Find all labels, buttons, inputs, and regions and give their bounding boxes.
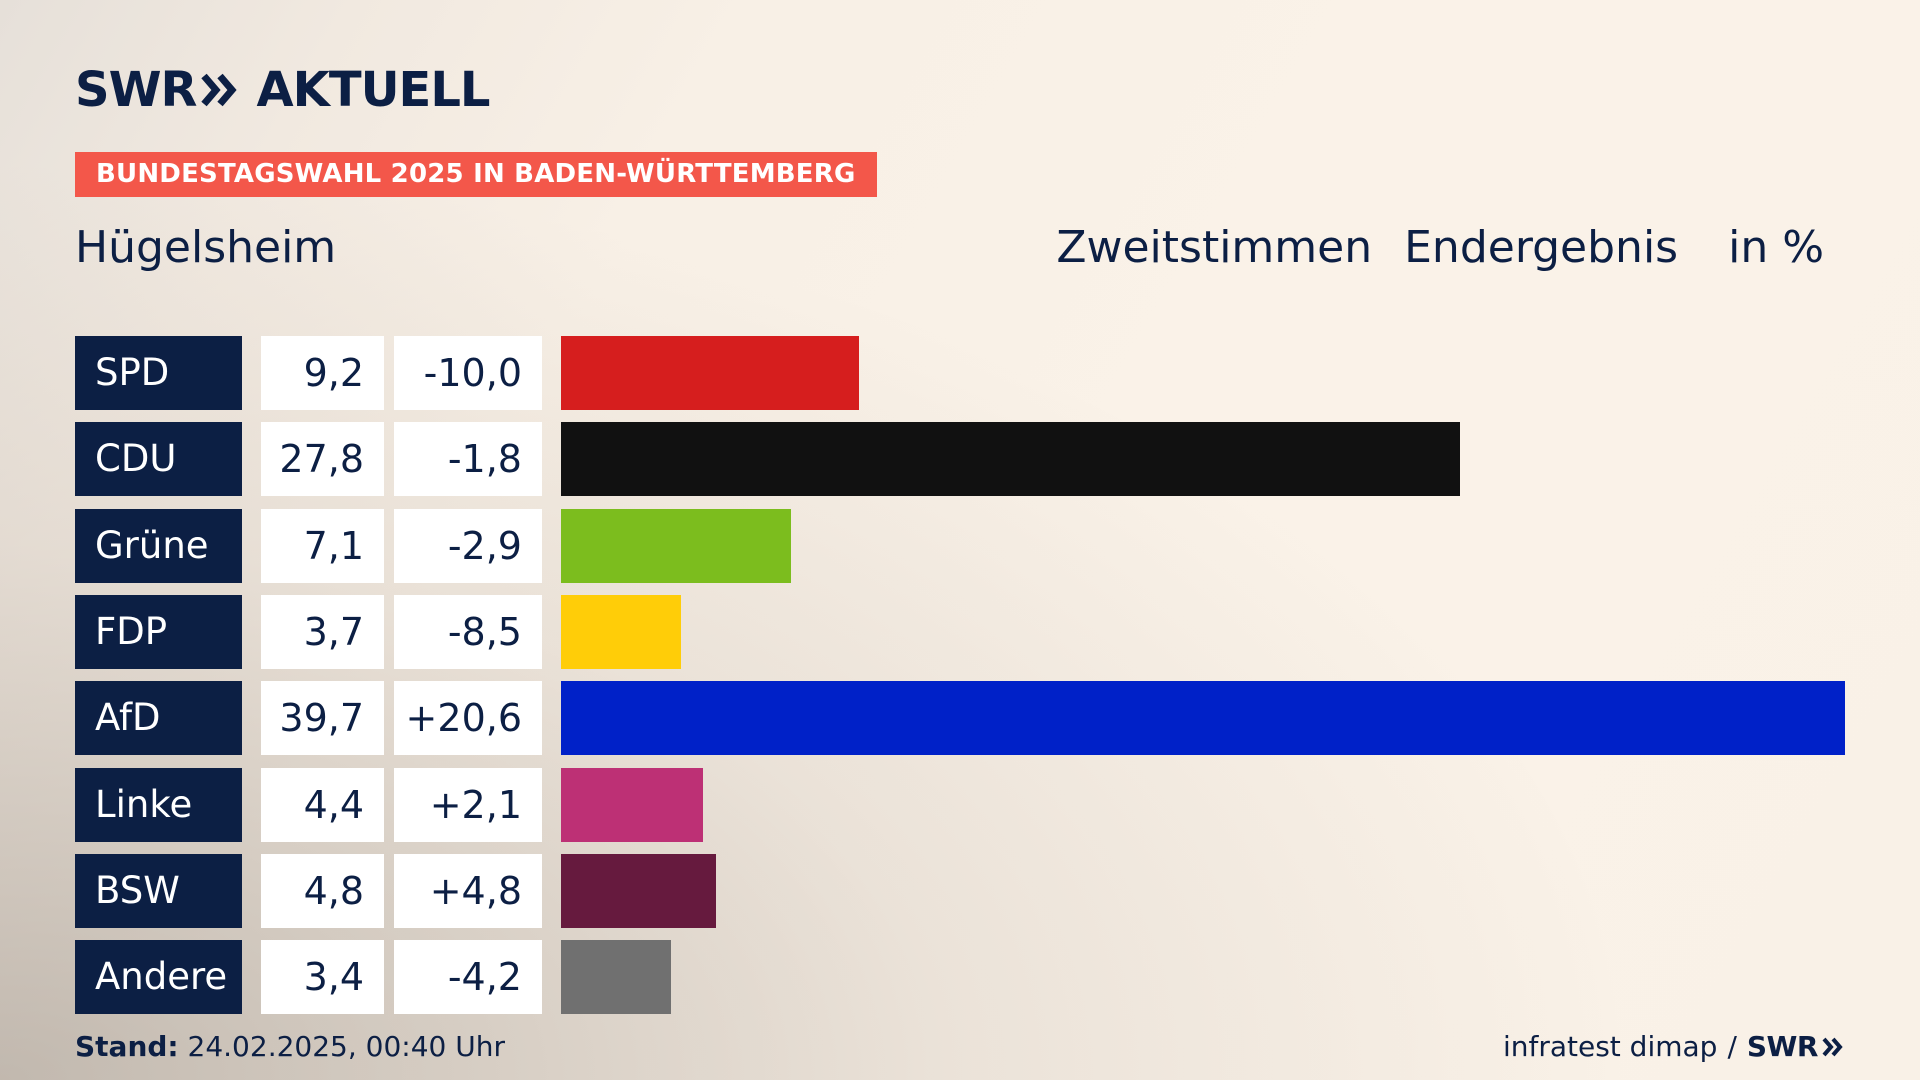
vote-change-value: -2,9 [394,508,542,583]
vote-type-label: Zweitstimmen [1056,222,1373,273]
vote-share-value: 3,7 [261,594,384,669]
source-credit: infratest dimap / SWR [1503,1030,1844,1063]
vote-change-value: +20,6 [394,681,542,756]
vote-share-value: 4,4 [261,767,384,842]
logo-aktuell-text: AKTUELL [256,62,490,118]
stand-label: Stand: [75,1030,179,1063]
logo-swr-text: SWR [75,62,197,118]
result-bar [561,336,859,410]
timestamp: Stand: 24.02.2025, 00:40 Uhr [75,1030,505,1063]
result-bar [561,422,1461,497]
bar-row: Andere 3,4 -4,2 [75,940,1845,1015]
vote-share-value: 4,8 [261,853,384,928]
swr-small-logo: SWR [1747,1030,1844,1063]
chart-header: Zweitstimmen Endergebnis in % [1056,222,1824,273]
bar-row: Grüne 7,1 -2,9 [75,508,1845,583]
vote-change-value: -1,8 [394,422,542,497]
vote-share-value: 9,2 [261,336,384,410]
party-label: FDP [75,594,242,669]
bar-row: AfD 39,7 +20,6 [75,681,1845,756]
result-bar [561,508,791,583]
vote-share-value: 3,4 [261,940,384,1015]
bar-row: FDP 3,7 -8,5 [75,594,1845,669]
bar-row: CDU 27,8 -1,8 [75,422,1845,497]
bar-row: SPD 9,2 -10,0 [75,336,1845,410]
party-label: BSW [75,853,242,928]
stand-value: 24.02.2025, 00:40 Uhr [187,1030,505,1063]
location-title: Hügelsheim [75,222,337,273]
unit-label: in % [1728,222,1824,273]
vote-change-value: +2,1 [394,767,542,842]
vote-share-value: 39,7 [261,681,384,756]
result-bar [561,681,1845,756]
vote-change-value: -8,5 [394,594,542,669]
party-label: SPD [75,336,242,410]
result-bar [561,594,681,669]
result-bar [561,940,671,1015]
party-label: CDU [75,422,242,497]
party-label: Grüne [75,508,242,583]
swr-small-text: SWR [1746,1030,1819,1063]
election-badge: BUNDESTAGSWAHL 2025 IN BADEN-WÜRTTEMBERG [75,152,877,197]
result-type-label: Endergebnis [1404,222,1679,273]
vote-change-value: -10,0 [394,336,542,410]
vote-share-value: 7,1 [261,508,384,583]
bar-row: BSW 4,8 +4,8 [75,853,1845,928]
vote-share-value: 27,8 [261,422,384,497]
swr-aktuell-logo: SWR AKTUELL [75,62,491,118]
source-separator: / [1727,1030,1737,1063]
bar-row: Linke 4,4 +2,1 [75,767,1845,842]
double-chevron-icon [1822,1037,1843,1056]
party-label: Linke [75,767,242,842]
vote-change-value: -4,2 [394,940,542,1015]
party-label: Andere [75,940,242,1015]
vote-change-value: +4,8 [394,853,542,928]
result-bar [561,767,704,842]
double-chevron-icon [201,73,238,107]
party-label: AfD [75,681,242,756]
source-text: infratest dimap [1502,1030,1718,1063]
result-bar [561,853,717,928]
